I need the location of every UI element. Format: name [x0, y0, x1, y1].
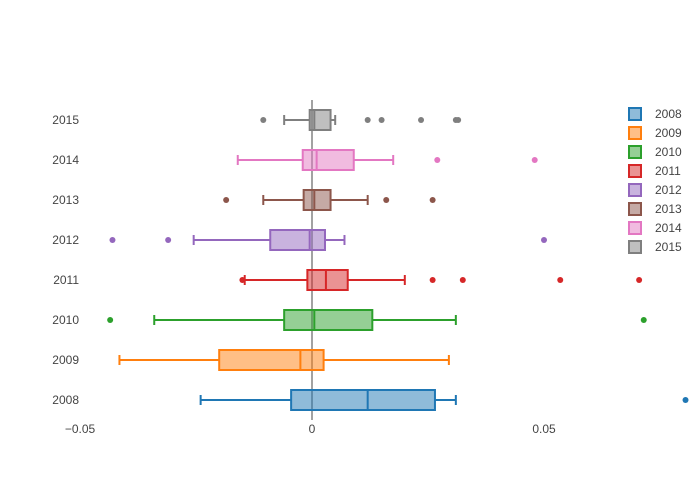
x-tick-label: 0.05 [532, 422, 556, 436]
legend-item-2009[interactable]: 2009 [628, 126, 682, 140]
legend-label: 2012 [655, 183, 682, 197]
outlier-point [429, 197, 436, 203]
legend-swatch [628, 202, 642, 216]
legend-item-2010[interactable]: 2010 [628, 145, 682, 159]
legend-swatch [628, 107, 642, 121]
outlier-point [418, 117, 425, 123]
box-series-2014[interactable] [236, 149, 538, 171]
box-series-2013[interactable] [223, 189, 436, 211]
outlier-point [455, 117, 462, 123]
outlier-point [239, 277, 246, 283]
y-tick-label: 2011 [53, 273, 79, 287]
legend-label: 2009 [655, 126, 682, 140]
legend-item-2012[interactable]: 2012 [628, 183, 682, 197]
legend-item-2011[interactable]: 2011 [628, 164, 681, 178]
legend-item-2013[interactable]: 2013 [628, 202, 682, 216]
y-tick-label: 2009 [52, 353, 79, 367]
box-series-2009[interactable] [118, 349, 450, 371]
outlier-point [109, 237, 116, 243]
box-iqr [283, 309, 374, 331]
outlier-point [640, 317, 647, 323]
legend-item-2008[interactable]: 2008 [628, 107, 682, 121]
outlier-point [636, 277, 643, 283]
outlier-point [378, 117, 385, 123]
outlier-point [260, 117, 267, 123]
y-tick-label: 2015 [52, 113, 79, 127]
legend-swatch [628, 221, 642, 235]
outlier-point [107, 317, 114, 323]
legend-item-2015[interactable]: 2015 [628, 240, 682, 254]
y-tick-label: 2013 [52, 193, 79, 207]
outlier-point [459, 277, 466, 283]
outlier-point [682, 397, 689, 403]
box-iqr [218, 349, 325, 371]
box-iqr [308, 109, 332, 131]
outlier-point [383, 197, 390, 203]
legend-swatch [628, 164, 642, 178]
box-iqr [290, 389, 436, 411]
legend-label: 2008 [655, 107, 682, 121]
y-tick-label: 2012 [52, 233, 79, 247]
legend-swatch [628, 145, 642, 159]
box-iqr [306, 269, 349, 291]
x-axis: −0.05 0 0.05 [65, 422, 556, 436]
box-iqr [269, 229, 326, 251]
legend-swatch [628, 240, 642, 254]
box-iqr [301, 149, 355, 171]
legend[interactable]: 2008 2009 2010 2011 2012 2013 2014 2015 [628, 107, 682, 254]
x-tick-label: −0.05 [65, 422, 96, 436]
plot-area [0, 100, 689, 420]
box-iqr [302, 189, 332, 211]
legend-label: 2015 [655, 240, 682, 254]
box-series-2008[interactable] [199, 389, 689, 411]
legend-label: 2010 [655, 145, 682, 159]
outlier-point [223, 197, 230, 203]
legend-item-2014[interactable]: 2014 [628, 221, 682, 235]
outlier-point [531, 157, 538, 163]
legend-swatch [628, 183, 642, 197]
x-tick-label: 0 [309, 422, 316, 436]
outlier-point [429, 277, 436, 283]
box-series-2010[interactable] [107, 309, 647, 331]
box-series-2015[interactable] [260, 109, 462, 131]
legend-label: 2014 [655, 221, 682, 235]
outlier-point [557, 277, 564, 283]
y-tick-label: 2014 [52, 153, 79, 167]
box-series-2012[interactable] [109, 229, 547, 251]
outlier-point [165, 237, 172, 243]
legend-label: 2011 [655, 164, 681, 178]
outlier-point [541, 237, 547, 243]
y-axis: 2008 2009 2010 2011 2012 2013 2014 2015 [52, 113, 79, 407]
outlier-point [364, 117, 371, 123]
y-tick-label: 2010 [52, 313, 79, 327]
legend-label: 2013 [655, 202, 682, 216]
y-tick-label: 2008 [52, 393, 79, 407]
box-series-2011[interactable] [0, 269, 643, 291]
legend-swatch [628, 126, 642, 140]
outlier-point [434, 157, 441, 163]
